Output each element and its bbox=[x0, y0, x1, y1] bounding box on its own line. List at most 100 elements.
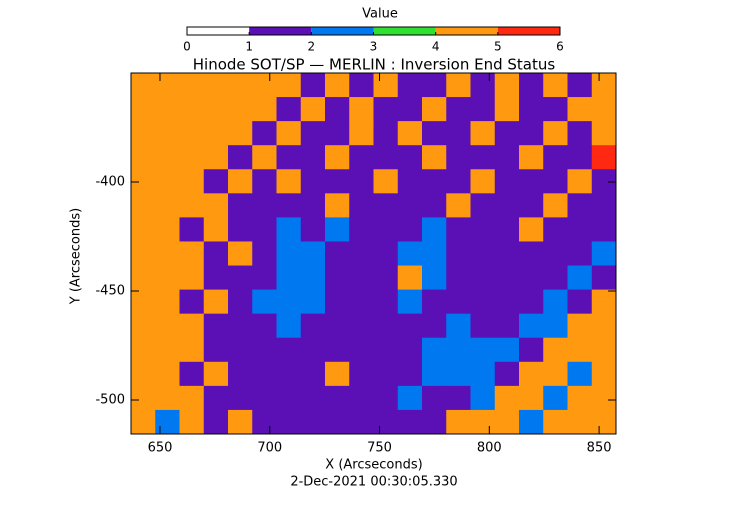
heatmap-cell bbox=[252, 265, 277, 291]
heatmap-cell bbox=[179, 265, 205, 291]
heatmap-cell bbox=[325, 169, 350, 194]
heatmap-cell bbox=[373, 265, 399, 291]
colorbar-tick-label: 3 bbox=[370, 40, 378, 54]
heatmap-cell bbox=[567, 145, 593, 170]
heatmap-cell bbox=[131, 73, 156, 98]
heatmap-cell bbox=[228, 97, 253, 122]
heatmap-cell bbox=[252, 121, 277, 146]
heatmap-cell bbox=[543, 289, 568, 315]
heatmap-cell bbox=[300, 289, 326, 315]
heatmap-cell bbox=[397, 337, 423, 363]
heatmap-cell bbox=[494, 409, 520, 435]
heatmap-cell bbox=[373, 97, 399, 122]
heatmap-cell bbox=[422, 193, 447, 218]
heatmap-cell bbox=[397, 313, 423, 339]
heatmap-cell bbox=[591, 97, 617, 122]
heatmap-cell bbox=[349, 241, 374, 267]
heatmap-cell bbox=[131, 193, 156, 218]
heatmap-cell bbox=[591, 409, 617, 435]
x-tick-label: 800 bbox=[477, 441, 502, 456]
heatmap-cell bbox=[228, 289, 253, 315]
heatmap-cell bbox=[470, 193, 496, 218]
heatmap-cell bbox=[470, 217, 496, 242]
heatmap-cell bbox=[519, 73, 544, 98]
heatmap-cell bbox=[543, 313, 568, 339]
heatmap-cell bbox=[422, 385, 447, 411]
heatmap-cell bbox=[203, 337, 229, 363]
heatmap-cell bbox=[519, 169, 544, 194]
heatmap-cell bbox=[179, 73, 205, 98]
heatmap-cell bbox=[519, 313, 544, 339]
heatmap-cell bbox=[373, 337, 399, 363]
colorbar-tick-label: 2 bbox=[308, 40, 316, 54]
heatmap-cell bbox=[519, 145, 544, 170]
heatmap-cell bbox=[325, 193, 350, 218]
heatmap-cell bbox=[179, 169, 205, 194]
x-tick-label: 750 bbox=[367, 441, 392, 456]
heatmap-cell bbox=[494, 241, 520, 267]
heatmap-cell bbox=[349, 385, 374, 411]
heatmap-cell bbox=[228, 241, 253, 267]
heatmap-cell bbox=[131, 289, 156, 315]
heatmap-cell bbox=[543, 121, 568, 146]
heatmap-cell bbox=[470, 169, 496, 194]
heatmap-cell bbox=[349, 97, 374, 122]
heatmap-cell bbox=[131, 361, 156, 387]
heatmap-cell bbox=[349, 169, 374, 194]
heatmap-cell bbox=[228, 73, 253, 98]
heatmap-cell bbox=[228, 193, 253, 218]
heatmap-cell bbox=[422, 313, 447, 339]
heatmap-cell bbox=[373, 313, 399, 339]
heatmap-cell bbox=[591, 193, 617, 218]
heatmap-cell bbox=[276, 97, 302, 122]
heatmap-cell bbox=[179, 313, 205, 339]
heatmap-cell bbox=[252, 217, 277, 242]
colorbar-tick-label: 6 bbox=[556, 40, 564, 54]
heatmap-cell bbox=[325, 217, 350, 242]
heatmap-cell bbox=[228, 217, 253, 242]
heatmap-cell bbox=[276, 193, 302, 218]
heatmap-cell bbox=[349, 121, 374, 146]
y-tick-label: -450 bbox=[95, 283, 125, 298]
heatmap-cell bbox=[591, 385, 617, 411]
colorbar-segment bbox=[249, 27, 312, 35]
heatmap-cell bbox=[325, 361, 350, 387]
date-label: 2-Dec-2021 00:30:05.330 bbox=[290, 475, 457, 490]
heatmap-cell bbox=[519, 409, 544, 435]
heatmap-cell bbox=[300, 121, 326, 146]
colorbar-tick-label: 4 bbox=[432, 40, 440, 54]
heatmap-cell bbox=[276, 409, 302, 435]
heatmap-cell bbox=[276, 337, 302, 363]
heatmap-cell bbox=[422, 241, 447, 267]
heatmap-cell bbox=[591, 313, 617, 339]
heatmap-cell bbox=[494, 121, 520, 146]
heatmap-cell bbox=[494, 193, 520, 218]
heatmap-cell bbox=[591, 289, 617, 315]
heatmap-cell bbox=[252, 409, 277, 435]
heatmap-cell bbox=[494, 73, 520, 98]
heatmap-cell bbox=[470, 289, 496, 315]
x-tick-label: 850 bbox=[587, 441, 612, 456]
heatmap-cell bbox=[276, 73, 302, 98]
heatmap-cell bbox=[373, 121, 399, 146]
heatmap-cell bbox=[494, 313, 520, 339]
heatmap-cell bbox=[470, 121, 496, 146]
heatmap-cell bbox=[300, 265, 326, 291]
heatmap-cell bbox=[155, 193, 180, 218]
heatmap-cell bbox=[155, 289, 180, 315]
heatmap-cell bbox=[179, 409, 205, 435]
heatmap-cell bbox=[179, 385, 205, 411]
heatmap-cell bbox=[446, 265, 471, 291]
heatmap-cell bbox=[397, 241, 423, 267]
heatmap-cell bbox=[470, 313, 496, 339]
heatmap-cell bbox=[591, 361, 617, 387]
heatmap-cell bbox=[519, 241, 544, 267]
heatmap-cell bbox=[567, 337, 593, 363]
heatmap-cell bbox=[397, 169, 423, 194]
heatmap-cell bbox=[203, 265, 229, 291]
heatmap-cell bbox=[422, 217, 447, 242]
heatmap-cell bbox=[252, 313, 277, 339]
heatmap-cell bbox=[276, 289, 302, 315]
heatmap-cell bbox=[543, 337, 568, 363]
y-tick-label: -400 bbox=[95, 174, 125, 189]
